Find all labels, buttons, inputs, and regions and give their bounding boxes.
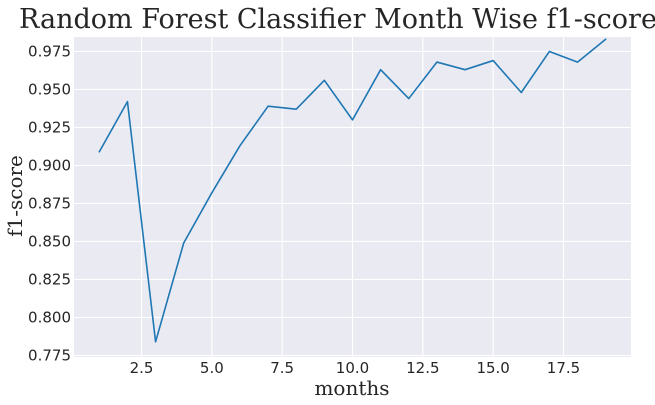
x-tick-label: 7.5 <box>270 359 294 377</box>
y-tick-label: 0.825 <box>28 270 71 288</box>
x-tick-label: 17.5 <box>547 359 580 377</box>
y-tick-label: 0.850 <box>28 232 71 250</box>
y-tick-label: 0.875 <box>28 194 71 212</box>
y-tick-label: 0.975 <box>28 42 71 60</box>
y-tick-label: 0.950 <box>28 80 71 98</box>
chart-title: Random Forest Classifier Month Wise f1-s… <box>19 4 655 35</box>
y-axis-label: f1-score <box>3 155 27 237</box>
x-axis-ticks: 2.5 5.0 7.5 10.0 12.5 15.0 17.5 <box>130 359 581 377</box>
x-tick-label: 2.5 <box>130 359 154 377</box>
series-lines <box>98 38 607 343</box>
y-tick-label: 0.775 <box>28 346 71 364</box>
x-tick-label: 10.0 <box>336 359 369 377</box>
x-tick-label: 12.5 <box>406 359 439 377</box>
y-axis-ticks: 0.775 0.800 0.825 0.850 0.875 0.900 0.925 0.950… <box>28 42 71 364</box>
y-tick-label: 0.800 <box>28 308 71 326</box>
x-tick-label: 15.0 <box>476 359 509 377</box>
x-axis-label: months <box>314 376 389 400</box>
grid <box>74 37 631 357</box>
x-tick-label: 5.0 <box>200 359 224 377</box>
y-tick-label: 0.925 <box>28 118 71 136</box>
y-tick-label: 0.900 <box>28 156 71 174</box>
